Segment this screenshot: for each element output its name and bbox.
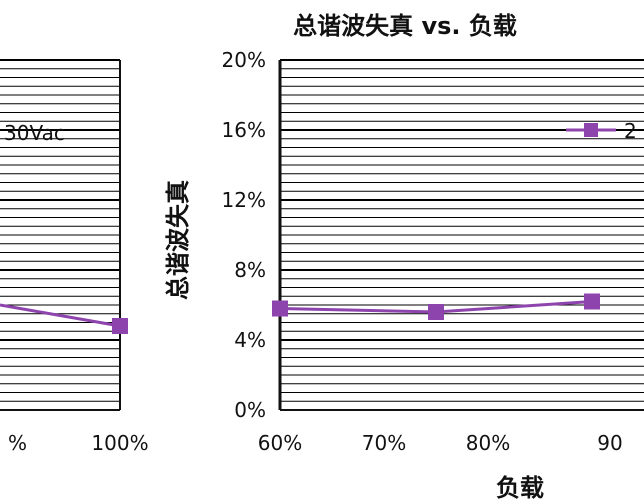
y-axis-title: 总谐波失真 [164, 180, 192, 300]
right-y-tick-labels: 0% 4% 8% 12% 16% 20% [222, 48, 266, 422]
x-tick-label: 60% [258, 431, 302, 455]
y-tick-label: 20% [222, 48, 266, 72]
right-series-group [272, 293, 600, 320]
data-point-marker [272, 300, 288, 317]
left-legend-label: 30Vac [4, 121, 65, 145]
right-x-tick-labels: 60% 70% 80% 90 [258, 431, 623, 455]
left-legend: 30Vac [4, 121, 65, 145]
y-tick-label: 8% [234, 258, 266, 282]
data-point-marker [428, 304, 444, 320]
y-tick-label: 12% [222, 188, 266, 212]
x-tick-label: 80% [466, 431, 510, 455]
left-chart-panel: 30Vac % 100% [0, 59, 149, 455]
left-x-tick-label: 100% [91, 431, 148, 455]
x-tick-label: 90 [597, 431, 622, 455]
right-chart-panel: 0% 4% 8% 12% 16% 20% 60% 70% 80% 90 2 负载 总谐波失真 [164, 48, 644, 502]
y-tick-label: 4% [234, 328, 266, 352]
data-point-marker [584, 293, 600, 310]
x-tick-label: 70% [362, 431, 406, 455]
left-data-point-marker [112, 318, 128, 334]
x-axis-title: 负载 [496, 474, 544, 502]
left-series-group [0, 303, 128, 334]
left-series-line [0, 303, 121, 328]
left-x-tick-labels: % 100% [8, 431, 149, 455]
right-legend-label: 2 [624, 119, 637, 143]
right-legend: 2 [566, 119, 637, 143]
left-x-tick-label: % [8, 431, 27, 455]
y-tick-label: 0% [234, 398, 266, 422]
y-tick-label: 16% [222, 118, 266, 142]
right-gridlines [280, 59, 644, 411]
chart-title: 总谐波失真 vs. 负载 [293, 12, 517, 40]
left-gridlines [0, 59, 120, 411]
legend-marker-sample [584, 123, 598, 137]
